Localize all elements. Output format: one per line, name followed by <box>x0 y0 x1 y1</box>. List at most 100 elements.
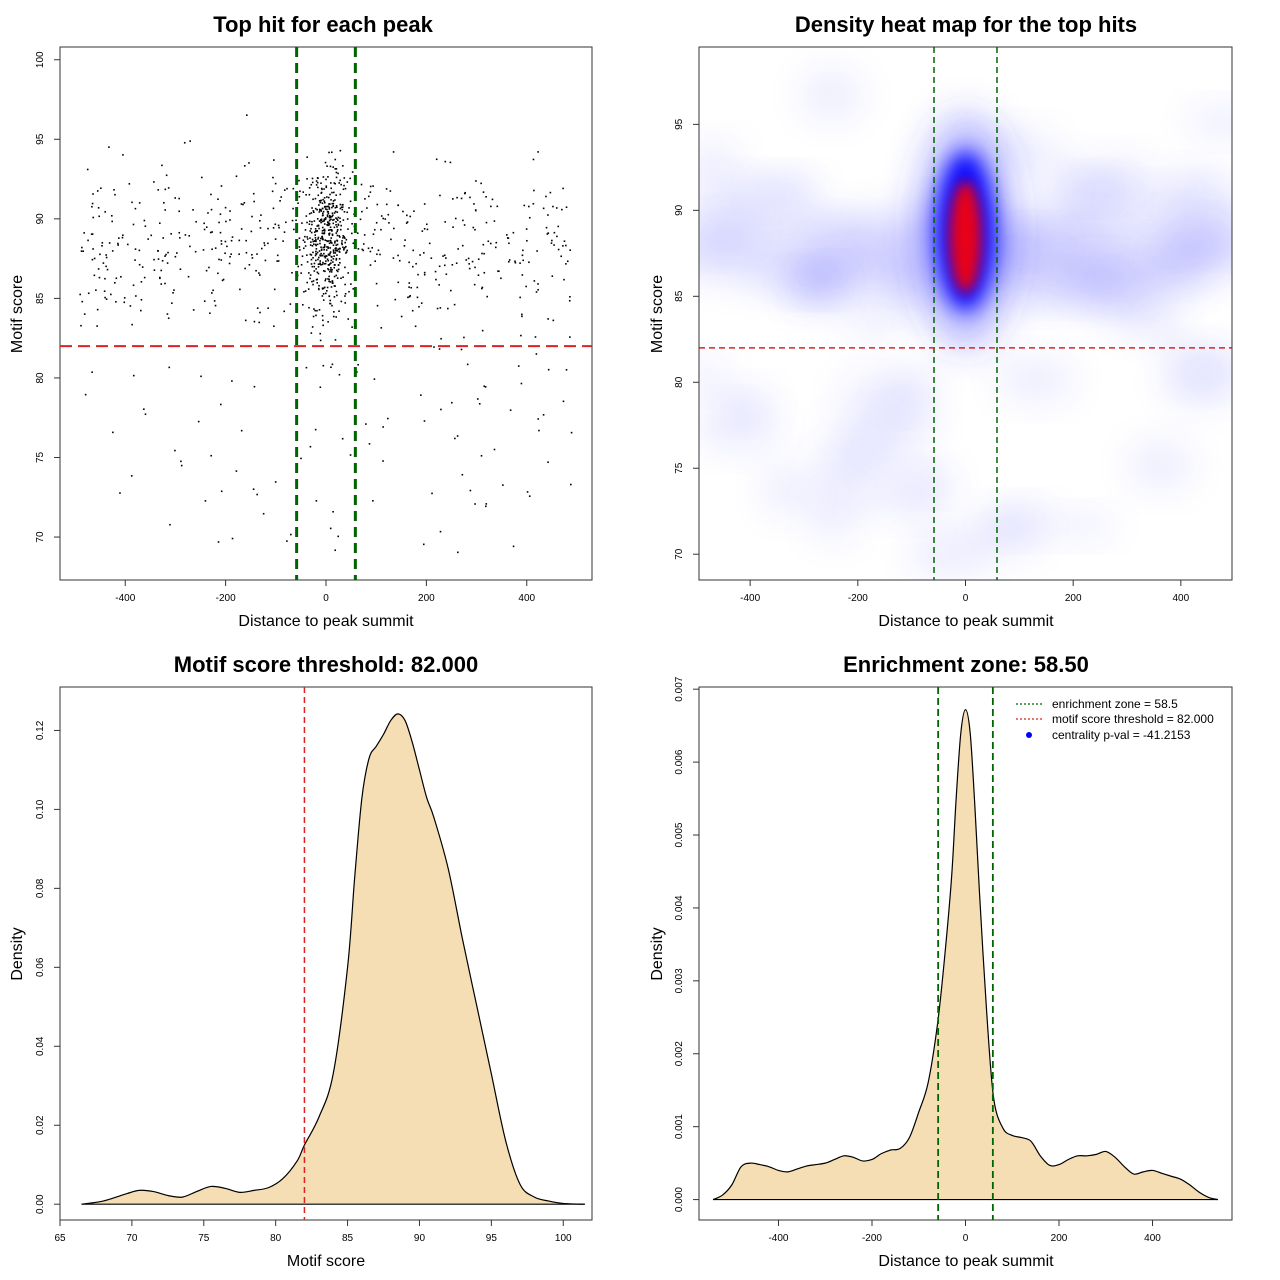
scatter-point <box>168 366 171 369</box>
scatter-point <box>166 313 169 315</box>
y-tick-label: 70 <box>35 531 46 543</box>
heatmap-x-axis: -400 -200 0 200 400 <box>740 580 1190 604</box>
scatter-point <box>521 313 523 316</box>
scatter-point <box>256 253 258 255</box>
scatter-point <box>105 265 107 268</box>
scatter-point <box>312 198 314 201</box>
scatter-point <box>123 297 126 299</box>
scatter-point <box>302 304 304 306</box>
scatter-point <box>79 293 81 296</box>
scatter-point <box>423 273 426 276</box>
scatter-point <box>331 242 333 244</box>
scatter-point <box>335 224 337 226</box>
scatter-point <box>341 437 344 440</box>
scatter-point <box>465 259 468 261</box>
scatter-point <box>305 366 308 369</box>
scatter-point <box>328 208 331 210</box>
scatter-point <box>306 178 308 180</box>
scatter-point <box>138 263 141 266</box>
scatter-point <box>343 247 345 250</box>
scatter-point <box>178 231 181 234</box>
scatter-point <box>310 258 313 261</box>
scatter-point <box>337 535 339 538</box>
scatter-point <box>338 373 341 376</box>
scatter-point <box>335 249 337 252</box>
scatter-point <box>189 245 191 248</box>
scatter-point <box>173 289 175 291</box>
scatter-point <box>224 206 227 209</box>
scatter-point <box>566 260 569 263</box>
scatter-x-axis: -400 -200 0 200 400 <box>115 580 536 604</box>
scatter-point <box>321 230 324 232</box>
x-tick-label: -400 <box>740 593 760 604</box>
scatter-point <box>322 198 324 201</box>
scatter-point <box>319 201 322 204</box>
scatter-point <box>322 364 325 367</box>
panel-distance-density: Enrichment zone: 58.50 -400 -200 0 200 400 0… <box>649 652 1233 1270</box>
scatter-point <box>340 183 342 186</box>
scatter-point <box>328 216 331 219</box>
scatter-point <box>330 237 333 239</box>
scatter-point <box>218 258 220 261</box>
scatter-point <box>519 262 521 264</box>
score-density-x-axis: 65 70 75 80 85 90 95 100 <box>54 1220 572 1244</box>
scatter-point <box>271 190 274 193</box>
scatter-point <box>97 207 100 209</box>
scatter-point <box>337 248 339 251</box>
scatter-point <box>311 207 313 209</box>
scatter-point <box>110 293 112 296</box>
scatter-point <box>562 187 564 190</box>
scatter-point <box>312 283 314 286</box>
scatter-point <box>311 265 314 268</box>
scatter-reference-lines <box>60 47 592 580</box>
scatter-point <box>469 196 471 199</box>
scatter-point <box>489 242 492 245</box>
scatter-point <box>300 272 302 274</box>
scatter-point <box>122 154 124 156</box>
scatter-point <box>224 240 227 243</box>
score-density-title: Motif score threshold: 82.000 <box>174 652 478 677</box>
scatter-point <box>344 237 346 239</box>
scatter-point <box>317 258 319 261</box>
scatter-point <box>528 495 531 497</box>
scatter-point <box>312 243 315 246</box>
x-tick-label: 400 <box>518 593 535 604</box>
scatter-point <box>326 214 329 216</box>
scatter-point <box>339 221 342 223</box>
scatter-point <box>317 265 320 268</box>
scatter-point <box>408 282 411 284</box>
scatter-point <box>331 233 334 236</box>
scatter-point <box>176 252 178 254</box>
scatter-point <box>90 233 93 235</box>
scatter-point <box>329 226 332 229</box>
scatter-point <box>276 260 278 262</box>
scatter-point <box>363 234 366 236</box>
scatter-point <box>453 303 456 306</box>
density-blob <box>847 306 896 343</box>
scatter-point <box>521 315 523 318</box>
scatter-point <box>335 217 337 219</box>
scatter-point <box>316 282 319 284</box>
scatter-point <box>253 320 256 323</box>
scatter-point <box>324 218 327 221</box>
scatter-point <box>323 248 325 251</box>
scatter-point <box>334 339 337 341</box>
scatter-point <box>339 179 341 182</box>
x-tick-label: 0 <box>963 593 969 604</box>
scatter-point <box>160 269 163 272</box>
distance-density-x-axis: -400 -200 0 200 400 <box>768 1220 1161 1244</box>
scatter-point <box>334 240 336 243</box>
scatter-point <box>412 249 415 252</box>
scatter-point <box>384 218 387 220</box>
scatter-point <box>333 226 336 229</box>
scatter-point <box>320 252 322 255</box>
scatter-point <box>329 214 331 217</box>
scatter-point <box>306 281 309 284</box>
scatter-point <box>210 208 213 211</box>
scatter-point <box>521 254 524 257</box>
scatter-point <box>314 240 316 242</box>
scatter-point <box>533 280 536 282</box>
scatter-point <box>442 255 444 257</box>
scatter-point <box>311 326 314 328</box>
scatter-point <box>380 215 383 217</box>
